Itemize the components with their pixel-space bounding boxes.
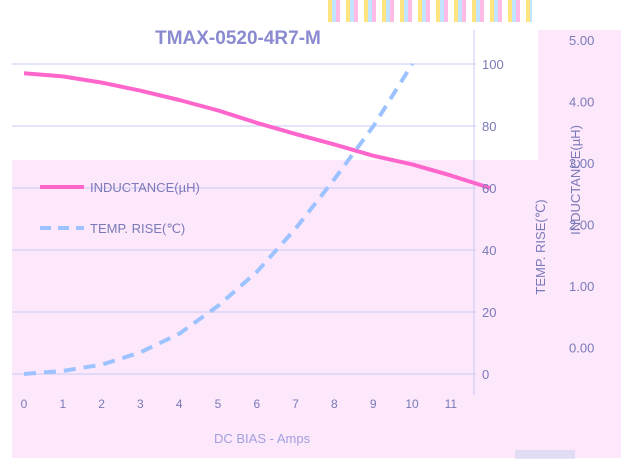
x-tick-label: 11 (445, 397, 458, 411)
x-tick-label: 6 (253, 397, 260, 411)
grid-layer (12, 30, 476, 395)
series-line-1 (23, 62, 414, 376)
secondary-panel (538, 30, 621, 458)
series-layer (23, 62, 491, 376)
y-tick-label: 40 (482, 243, 496, 258)
legend-label-inductance: INDUCTANCE(µH) (90, 180, 200, 195)
right-axis-title: INDUCTANCE(µH) (568, 125, 583, 235)
y-tick-label: 0 (482, 367, 489, 382)
x-tick-label: 10 (405, 397, 419, 411)
left-axis-title: TEMP. RISE(℃) (533, 199, 548, 294)
x-tick-label: 1 (59, 397, 66, 411)
right-tick-label: 2.00 (569, 218, 594, 233)
legend: INDUCTANCE(µH) TEMP. RISE(℃) (40, 180, 200, 236)
tick-layer: 0 20 40 60 80 100 0.00 1.00 2.00 3.00 4.00 5.00 0 1 2 3… (21, 33, 595, 411)
x-tick-label: 8 (331, 397, 338, 411)
legend-label-temp-rise: TEMP. RISE(℃) (90, 221, 185, 236)
right-tick-label: 5.00 (569, 33, 594, 48)
x-tick-label: 9 (370, 397, 377, 411)
right-tick-label: 4.00 (569, 95, 594, 110)
artifact-block (515, 450, 575, 459)
x-axis-title: DC BIAS - Amps (214, 431, 311, 446)
top-white-band (12, 30, 538, 160)
series-line-0 (23, 71, 491, 190)
right-tick-label: 0.00 (569, 341, 594, 356)
y-tick-label: 20 (482, 305, 496, 320)
x-tick-label: 5 (215, 397, 222, 411)
x-tick-label: 3 (137, 397, 144, 411)
right-tick-label: 1.00 (569, 279, 594, 294)
y-tick-label: 100 (482, 57, 504, 72)
right-tick-label: 3.00 (569, 156, 594, 171)
y-tick-label: 60 (482, 181, 496, 196)
chart-title: TMAX-0520-4R7-M (155, 28, 321, 49)
y-tick-label: 80 (482, 119, 496, 134)
x-tick-label: 7 (292, 397, 299, 411)
artifact-strip (322, 0, 532, 22)
x-tick-label: 2 (98, 397, 105, 411)
x-tick-label: 4 (176, 397, 183, 411)
x-tick-label: 0 (21, 397, 28, 411)
